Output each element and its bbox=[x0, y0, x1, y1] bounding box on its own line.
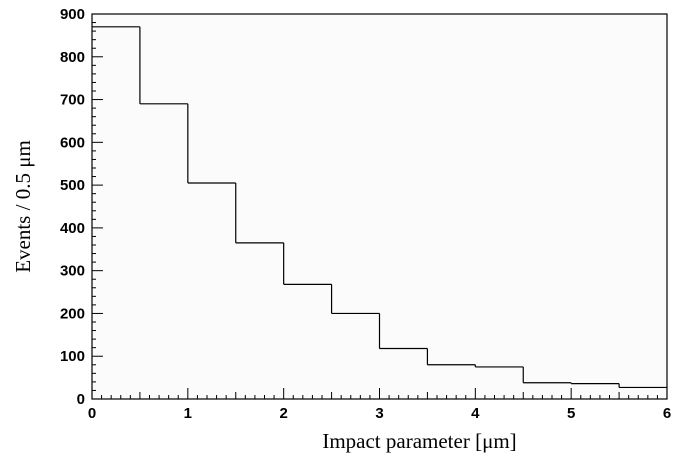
y-tick-label: 700 bbox=[60, 92, 85, 109]
y-tick-label: 900 bbox=[60, 6, 85, 23]
x-axis-title: Impact parameter [μm] bbox=[322, 429, 516, 453]
histogram bbox=[92, 26, 667, 389]
y-tick-label: 200 bbox=[60, 305, 85, 322]
y-tick-label: 800 bbox=[60, 49, 85, 66]
x-tick-label: 1 bbox=[184, 405, 192, 422]
y-tick-label: 500 bbox=[60, 177, 85, 194]
x-tick-label: 2 bbox=[279, 405, 287, 422]
x-axis: 0 1 2 3 4 5 6 bbox=[88, 388, 671, 422]
x-tick-label: 3 bbox=[375, 405, 383, 422]
y-tick-label: 100 bbox=[60, 348, 85, 365]
y-axis-title: Events / 0.5 μm bbox=[11, 140, 35, 273]
y-tick-label: 600 bbox=[60, 134, 85, 151]
x-tick-label: 5 bbox=[567, 405, 575, 422]
x-tick-label: 4 bbox=[471, 405, 480, 422]
y-axis: 0 100 200 300 400 500 600 700 800 900 bbox=[60, 6, 103, 408]
x-tick-label: 6 bbox=[663, 405, 671, 422]
y-tick-label: 400 bbox=[60, 220, 85, 237]
y-tick-label: 300 bbox=[60, 263, 85, 280]
y-tick-label: 0 bbox=[77, 391, 85, 408]
x-tick-label: 0 bbox=[88, 405, 96, 422]
